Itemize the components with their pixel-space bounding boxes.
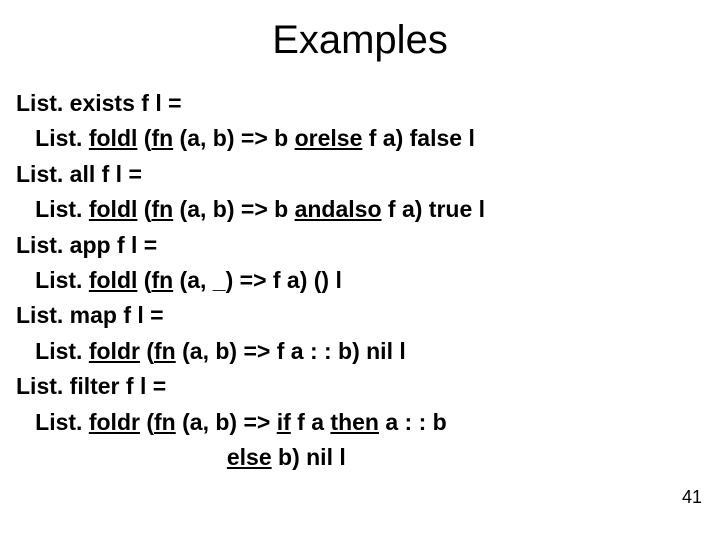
code-line: List. foldl (fn (a, b) => b orelse f a) … [16, 121, 690, 156]
code-line: List. exists f l = [16, 86, 690, 121]
code-line: List. map f l = [16, 298, 690, 333]
code-text: ( [140, 338, 154, 364]
code-text: List. app f l = [16, 232, 157, 258]
code-line: List. foldr (fn (a, b) => if f a then a … [16, 405, 690, 440]
keyword: foldl [89, 125, 138, 151]
keyword: foldr [89, 338, 140, 364]
code-text: List. all f l = [16, 161, 142, 187]
keyword: foldl [89, 196, 138, 222]
keyword: fn [154, 338, 176, 364]
slide-title: Examples [0, 0, 720, 62]
code-text: List. [16, 125, 89, 151]
code-text: f a) true l [382, 196, 486, 222]
code-block: List. exists f l = List. foldl (fn (a, b… [16, 86, 690, 475]
keyword: foldr [89, 409, 140, 435]
code-text: List. [16, 196, 89, 222]
code-text: List. [16, 267, 89, 293]
code-text: List. [16, 409, 89, 435]
code-text: (a, _) => f a) () l [173, 267, 342, 293]
keyword: fn [151, 196, 173, 222]
code-text: List. exists f l = [16, 90, 182, 116]
code-text: b) nil l [272, 444, 346, 470]
code-text: f a) false l [362, 125, 474, 151]
keyword: orelse [295, 125, 363, 151]
slide: Examples List. exists f l = List. foldl … [0, 0, 720, 540]
code-line: List. filter f l = [16, 369, 690, 404]
keyword: fn [154, 409, 176, 435]
code-line: List. all f l = [16, 157, 690, 192]
code-line: List. app f l = [16, 228, 690, 263]
code-text: List. filter f l = [16, 373, 166, 399]
keyword: andalso [295, 196, 382, 222]
code-text: ( [137, 267, 151, 293]
code-text [16, 444, 227, 470]
code-text: ( [137, 196, 151, 222]
keyword: else [227, 444, 272, 470]
keyword: if [277, 409, 291, 435]
code-text: f a [291, 409, 331, 435]
code-text: ( [137, 125, 151, 151]
code-text: ( [140, 409, 154, 435]
code-line: List. foldr (fn (a, b) => f a : : b) nil… [16, 334, 690, 369]
keyword: foldl [89, 267, 138, 293]
keyword: fn [151, 125, 173, 151]
code-text: (a, b) => f a : : b) nil l [176, 338, 406, 364]
code-text: List. [16, 338, 89, 364]
code-text: (a, b) => b [173, 125, 294, 151]
keyword: fn [151, 267, 173, 293]
code-line: List. foldl (fn (a, _) => f a) () l [16, 263, 690, 298]
keyword: then [330, 409, 379, 435]
code-line: List. foldl (fn (a, b) => b andalso f a)… [16, 192, 690, 227]
code-text: List. map f l = [16, 302, 164, 328]
code-text: a : : b [379, 409, 447, 435]
page-number: 41 [682, 487, 702, 508]
code-text: (a, b) => [176, 409, 277, 435]
code-line: else b) nil l [16, 440, 690, 475]
code-text: (a, b) => b [173, 196, 294, 222]
